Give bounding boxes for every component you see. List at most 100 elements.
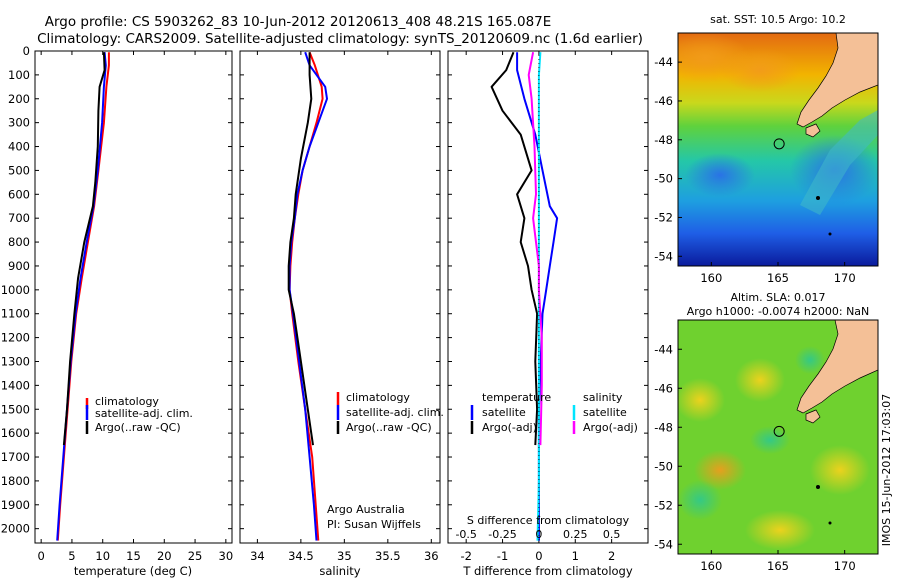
legend-label-temp-argo: Argo(-adj) <box>482 421 537 434</box>
series-line-1 <box>288 51 328 541</box>
sst-map-ticks: 160 165 170 -44 -46 -48 -50 -52 -54 <box>654 55 855 285</box>
legend-label-sal-argo: Argo(-adj) <box>583 421 638 434</box>
x-tick-label: 34 <box>250 549 265 563</box>
salinity-lines <box>287 51 328 541</box>
map-y-tick-label: -52 <box>654 498 673 512</box>
y-tick-label: 500 <box>8 163 30 177</box>
map-y-tick-label: -48 <box>654 133 673 147</box>
argo-position-marker <box>773 138 785 150</box>
y-tick-label: 700 <box>8 211 30 225</box>
x-tick-label: 2 <box>608 549 615 563</box>
map-y-tick-label: -54 <box>654 537 673 551</box>
y-tick-label: 900 <box>8 259 30 273</box>
salinity-panel: 34 34.5 35 35.5 36 climatology satellite-adj… <box>239 50 444 578</box>
y-tick-label: 1000 <box>1 283 30 297</box>
secondary-xticks: -0.5 -0.25 0 0.25 0.5 <box>455 528 620 541</box>
figure-title-line1: Argo profile: CS 5903262_83 10-Jun-2012 … <box>45 14 552 30</box>
sla-map-title-line1: Altim. SLA: 0.017 <box>730 291 825 304</box>
difference-axes-frame <box>447 50 649 544</box>
side-timestamp: IMOS 15-Jun-2012 17:03:07 <box>880 394 893 547</box>
x-tick-label: 15 <box>126 549 141 563</box>
secondary-x-tick-label: -0.5 <box>455 528 476 541</box>
map-y-tick-label: -46 <box>654 94 673 108</box>
map-y-tick-label: -54 <box>654 249 673 263</box>
y-tick-label: 100 <box>8 68 30 82</box>
map-x-tick-label: 170 <box>834 271 856 285</box>
salinity-axes-frame <box>239 50 441 544</box>
sla-map-title-line2: Argo h1000: -0.0074 h2000: NaN <box>687 305 870 318</box>
difference-legend: temperature satellite Argo(-adj) salinit… <box>470 391 638 434</box>
land-mass <box>796 320 878 414</box>
x-tick-label: -1 <box>497 549 508 563</box>
y-tick-label: 1600 <box>1 426 30 440</box>
legend-label-argo: Argo(..raw -QC) <box>95 421 181 434</box>
y-tick-label: 1800 <box>1 474 30 488</box>
map-y-tick-label: -52 <box>654 210 673 224</box>
y-tick-label: 800 <box>8 235 30 249</box>
secondary-xlabel: S difference from climatology <box>467 514 630 527</box>
difference-xlabel: T difference from climatology <box>462 564 633 578</box>
series-line-0 <box>516 52 559 541</box>
map-y-tick-label: -46 <box>654 381 673 395</box>
difference-lines <box>490 51 559 543</box>
legend-label-argo: Argo(..raw -QC) <box>346 421 432 434</box>
sst-map: sat. SST: 10.5 Argo: 10.2 160 165 170 -44 -4… <box>654 13 879 285</box>
secondary-x-tick-label: -0.25 <box>488 528 516 541</box>
map-x-tick-label: 165 <box>767 271 789 285</box>
sla-map-image <box>678 320 878 554</box>
map-x-tick-label: 170 <box>834 559 856 573</box>
x-tick-label: 0 <box>535 549 542 563</box>
series-line-2 <box>62 52 106 446</box>
land-mass <box>790 33 878 128</box>
secondary-x-tick-label: 0.25 <box>563 528 588 541</box>
salinity-legend: climatology satellite-adj. clim. Argo(..… <box>336 391 444 434</box>
y-tick-label: 1100 <box>1 307 30 321</box>
map-y-tick-label: -44 <box>654 55 673 69</box>
x-tick-label: 30 <box>219 549 234 563</box>
map-x-tick-label: 160 <box>700 559 722 573</box>
sla-map: Altim. SLA: 0.017 Argo h1000: -0.0074 h2… <box>654 291 879 573</box>
legend-label-climatology: climatology <box>95 395 159 408</box>
difference-panel: -2 -1 0 1 2 temperature satellite Argo(-adj)… <box>447 50 649 578</box>
x-tick-label: 34.5 <box>288 549 314 563</box>
series-line-1 <box>490 51 539 446</box>
x-tick-label: 35 <box>337 549 352 563</box>
figure-title-line2: Climatology: CARS2009. Satellite-adjuste… <box>37 31 643 47</box>
series-line-1 <box>56 52 107 541</box>
temperature-axes-frame <box>34 50 233 544</box>
x-tick-label: 25 <box>188 549 203 563</box>
y-tick-label: 0 <box>23 44 30 58</box>
y-tick-label: 600 <box>8 187 30 201</box>
legend-label-climatology: climatology <box>346 391 410 404</box>
x-tick-label: 35.5 <box>375 549 401 563</box>
temperature-legend: climatology satellite-adj. clim. Argo(..… <box>85 395 193 434</box>
y-tick-label: 1900 <box>1 498 30 512</box>
map-y-tick-label: -50 <box>654 459 673 473</box>
legend-label-sal-satellite: satellite <box>583 406 627 419</box>
y-tick-label: 2000 <box>1 522 30 536</box>
difference-ticks: -2 -1 0 1 2 <box>448 50 648 563</box>
sst-map-title: sat. SST: 10.5 Argo: 10.2 <box>710 13 846 26</box>
map-y-tick-label: -48 <box>654 420 673 434</box>
y-tick-label: 1300 <box>1 354 30 368</box>
x-tick-label: -2 <box>460 549 471 563</box>
y-tick-label: 400 <box>8 140 30 154</box>
x-tick-label: 36 <box>424 549 439 563</box>
legend-label-temp-satellite: satellite <box>482 406 526 419</box>
secondary-x-tick-label: 0 <box>535 528 542 541</box>
x-tick-label: 5 <box>68 549 75 563</box>
map-y-tick-label: -50 <box>654 172 673 186</box>
legend-label-satellite: satellite-adj. clim. <box>346 406 444 419</box>
temperature-lines <box>56 52 110 541</box>
salinity-ticks: 34 34.5 35 35.5 36 <box>240 50 440 563</box>
temperature-ticks: 0 5 10 15 20 25 300100200300400500600700800900… <box>1 44 233 563</box>
y-tick-label: 1200 <box>1 331 30 345</box>
legend-heading-temperature: temperature <box>482 391 551 404</box>
sla-map-ticks: 160 165 170 -44 -46 -48 -50 -52 -54 <box>654 342 855 573</box>
temperature-panel: 0 5 10 15 20 25 300100200300400500600700800900… <box>1 44 233 578</box>
map-x-tick-label: 160 <box>700 271 722 285</box>
y-tick-label: 200 <box>8 92 30 106</box>
temperature-xlabel: temperature (deg C) <box>74 564 192 578</box>
y-tick-label: 1700 <box>1 450 30 464</box>
